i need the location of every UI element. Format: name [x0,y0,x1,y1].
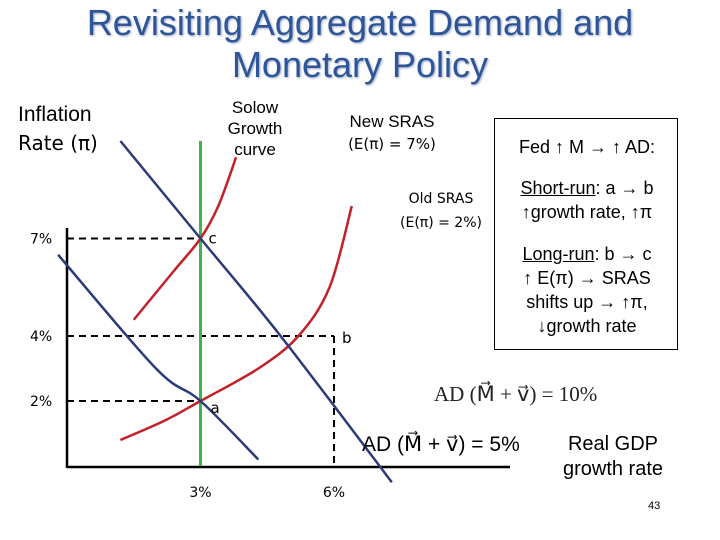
old-sras-label-line-2: (E(π) = 2%) [400,215,482,231]
old-sras-label: Old SRAS (E(π) = 2%) [386,187,496,235]
long-run-line-3: shifts up → ↑π, [526,292,648,312]
x-axis-label: Real GDP growth rate [548,432,678,482]
new-sras-curve [132,156,238,321]
title-line-1: Revisiting Aggregate Demand and [86,2,634,43]
new-sras-label-line-2: (E(π) = 7%) [348,135,436,153]
new-sras-label-line-1: New SRAS [349,112,435,131]
short-run-line-2: ↑growth rate, ↑π [521,202,653,222]
x-tick-label: 3% [189,485,211,501]
y-tick-label: 2% [30,394,52,410]
old-sras-curve [119,205,354,442]
ad-low-curve [57,253,260,461]
slide-title: Revisiting Aggregate Demand and Monetary… [0,2,720,86]
x-axis-label-line-1: Real GDP [567,433,659,455]
box-heading: Fed ↑ M → ↑ AD: [518,137,656,157]
short-run-label: Short-run [520,178,596,198]
long-run-line-2: ↑ E(π) → SRAS [523,268,651,288]
point-label-b: b [342,329,352,347]
y-tick-label: 4% [30,329,52,345]
title-line-2: Monetary Policy [231,44,489,85]
x-axis-label-line-2: growth rate [562,458,664,480]
y-tick-label: 7% [30,232,52,248]
ad-low-label: AD (M⃗ + v⃗) = 5% [362,433,520,456]
ad-high-label: AD (M⃗ + v⃗) = 10% [434,382,598,406]
solow-curve-label: Solow Growth curve [207,97,303,160]
point-label-a: a [211,399,220,417]
ad-high-curve [119,140,393,484]
new-sras-label: New SRAS (E(π) = 7%) [330,110,454,156]
short-run-line-1: Short-run: a → b [495,177,679,199]
long-run-line-1: Long-run: b → c [495,243,679,265]
y-axis-label-line-1: Inflation [18,103,92,126]
explanation-box: Fed ↑ M → ↑ AD: Short-run: a → b ↑growth… [494,118,678,350]
x-tick-label: 6% [323,485,345,501]
solow-label-line-2: Growth [227,119,283,138]
y-axis-label-line-2: Rate (π) [18,131,98,155]
solow-label-line-1: Solow [231,98,279,117]
long-run-text: : b → c [594,244,652,264]
page-number: 43 [648,500,661,512]
old-sras-label-line-1: Old SRAS [408,191,474,207]
point-label-c: c [209,230,217,248]
y-axis-label: Inflation Rate (π) [18,100,98,158]
short-run-text: : a → b [595,178,654,198]
solow-label-line-3: curve [234,140,276,159]
long-run-line-4: ↓growth rate [537,316,637,336]
long-run-label: Long-run [522,244,595,264]
